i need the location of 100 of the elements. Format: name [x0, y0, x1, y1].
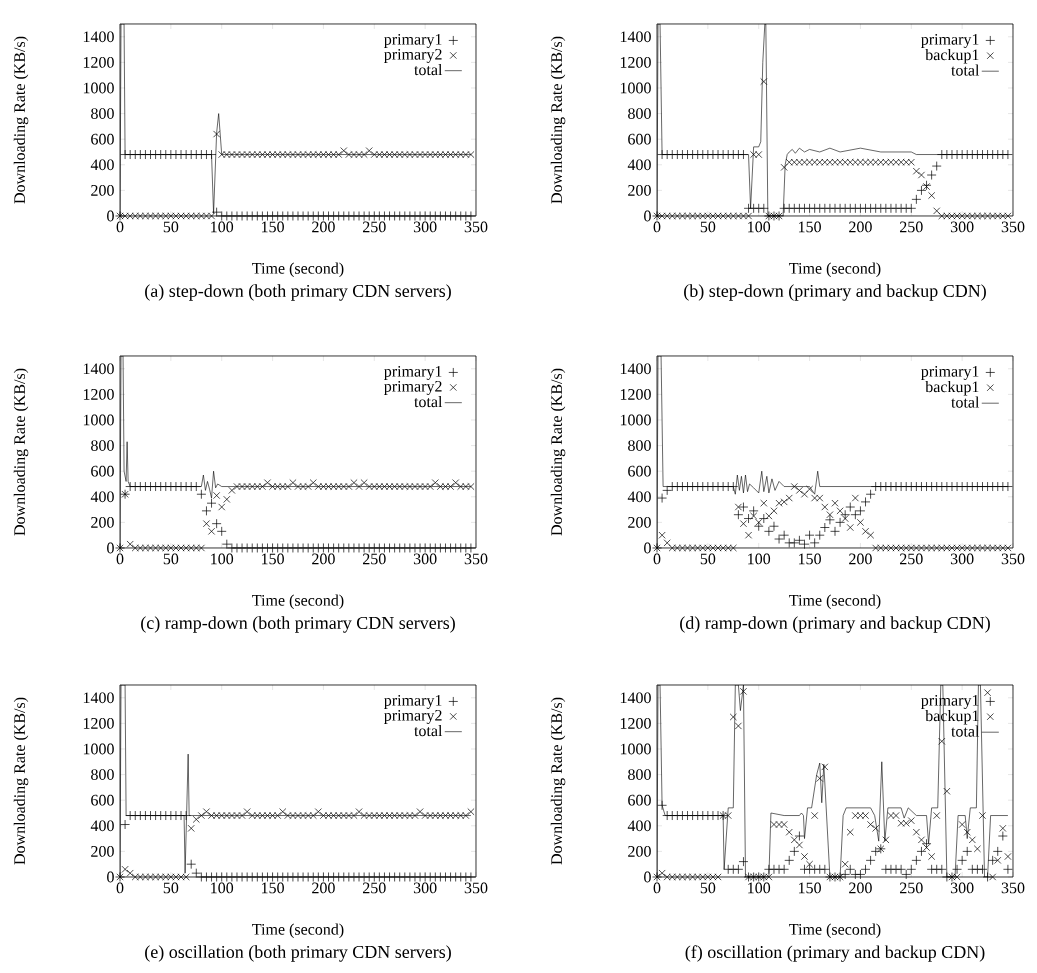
x-tick-label: 150 [261, 221, 284, 233]
x-tick-label: 100 [748, 221, 771, 233]
y-axis-title: Downloading Rate (KB/s) [550, 368, 566, 536]
y-tick-label: 200 [628, 845, 651, 857]
y-tick-label: 1200 [83, 717, 114, 729]
legend-label: total [414, 724, 443, 737]
x-tick-label: 300 [413, 882, 437, 894]
y-tick-label: 600 [91, 794, 114, 806]
y-tick-label: 1400 [620, 692, 651, 704]
x-tick-label: 200 [312, 221, 335, 233]
x-tick-label: 50 [700, 553, 716, 565]
y-tick-label: 400 [90, 491, 114, 503]
y-tick-label: 0 [644, 871, 651, 883]
x-axis-title: Time (second) [252, 594, 344, 609]
legend-label: primary2 [384, 48, 442, 63]
x-axis-title: Time (second) [789, 923, 881, 938]
y-tick-label: 800 [628, 440, 651, 451]
text: (f) oscillation (primary and backup CDN) [685, 945, 985, 962]
legend-label: primary1 [384, 33, 442, 48]
x-tick-label: 250 [899, 553, 923, 565]
x-tick-label: 350 [464, 553, 488, 565]
y-tick-label: 1200 [620, 56, 651, 68]
y-tick-label: 1200 [620, 717, 651, 729]
x-tick-label: 150 [261, 882, 284, 894]
legend-label: total [951, 725, 980, 737]
y-tick-label: 600 [91, 465, 114, 477]
text: (e) oscillation (both primary CDN servers) [145, 945, 451, 962]
y-axis-title: Downloading Rate (KB/s) [13, 697, 29, 865]
y-axis-title: Downloading Rate (KB/s) [13, 36, 29, 204]
x-tick-label: 50 [700, 221, 716, 233]
x-axis-title: Time (second) [789, 262, 881, 277]
y-tick-label: 0 [107, 542, 114, 554]
legend-label: backup1 [925, 380, 979, 396]
x-tick-label: 200 [849, 553, 872, 565]
y-tick-label: 1400 [620, 31, 651, 43]
x-tick-label: 100 [748, 882, 771, 894]
y-tick-label: 400 [627, 820, 651, 832]
x-tick-label: 150 [261, 553, 284, 565]
x-tick-label: 200 [312, 882, 335, 894]
y-tick-label: 200 [628, 184, 651, 196]
legend-label: total [414, 63, 443, 76]
y-tick-label: 1000 [620, 743, 651, 755]
x-tick-label: 0 [116, 221, 124, 233]
y-tick-label: 600 [91, 133, 114, 145]
text: (d) ramp-down (primary and backup CDN) [680, 616, 990, 633]
y-tick-label: 200 [91, 845, 114, 857]
legend-label: primary2 [384, 709, 442, 724]
legend-label: primary1 [921, 694, 979, 709]
legend-label: backup1 [925, 709, 979, 725]
y-tick-label: 1000 [83, 82, 114, 94]
y-tick-label: 600 [628, 465, 651, 477]
legend-label: total [951, 396, 980, 408]
y-axis-title: Downloading Rate (KB/s) [550, 36, 566, 204]
x-tick-label: 200 [849, 882, 872, 894]
y-tick-label: 0 [644, 542, 651, 554]
legend-label: total [414, 395, 443, 408]
y-tick-label: 200 [628, 516, 651, 528]
x-axis-title: Time (second) [252, 923, 344, 938]
y-tick-label: 800 [91, 108, 114, 119]
legend-label: primary2 [384, 380, 442, 395]
y-axis-title: Downloading Rate (KB/s) [13, 368, 29, 536]
x-axis-title: Time (second) [252, 262, 344, 277]
x-tick-label: 350 [1001, 882, 1025, 894]
legend-label: primary1 [384, 694, 442, 709]
y-tick-label: 1400 [83, 363, 114, 375]
x-tick-label: 150 [798, 553, 821, 565]
text: (a) step-down (both primary CDN servers) [145, 284, 451, 301]
legend-label: primary1 [384, 365, 442, 380]
x-tick-label: 100 [748, 553, 771, 565]
y-tick-label: 1200 [620, 388, 651, 400]
y-tick-label: 0 [107, 210, 114, 222]
y-tick-label: 400 [627, 159, 651, 171]
x-tick-label: 250 [362, 553, 386, 565]
x-tick-label: 300 [413, 553, 437, 565]
x-tick-label: 150 [798, 882, 821, 894]
x-tick-label: 150 [798, 221, 821, 233]
y-tick-label: 200 [91, 516, 114, 528]
y-tick-label: 0 [107, 871, 114, 883]
x-tick-label: 0 [653, 882, 661, 894]
y-tick-label: 800 [628, 769, 651, 780]
x-tick-label: 300 [950, 882, 974, 894]
y-tick-label: 400 [627, 491, 651, 503]
x-tick-label: 200 [849, 221, 872, 233]
y-tick-label: 1400 [620, 363, 651, 375]
y-tick-label: 800 [91, 769, 114, 780]
y-axis-title: Downloading Rate (KB/s) [550, 697, 566, 865]
y-tick-label: 800 [91, 440, 114, 451]
x-tick-label: 100 [211, 553, 234, 565]
text: (b) step-down (primary and backup CDN) [684, 284, 986, 301]
y-tick-label: 1000 [620, 82, 651, 94]
x-tick-label: 250 [362, 221, 386, 233]
legend-label: total [951, 64, 980, 76]
x-tick-label: 250 [899, 221, 923, 233]
x-tick-label: 300 [950, 553, 974, 565]
x-tick-label: 50 [163, 221, 179, 233]
y-tick-label: 400 [90, 820, 114, 832]
x-tick-label: 300 [950, 221, 974, 233]
y-tick-label: 200 [91, 184, 114, 196]
y-tick-label: 1400 [83, 692, 114, 704]
x-tick-label: 100 [211, 882, 234, 894]
